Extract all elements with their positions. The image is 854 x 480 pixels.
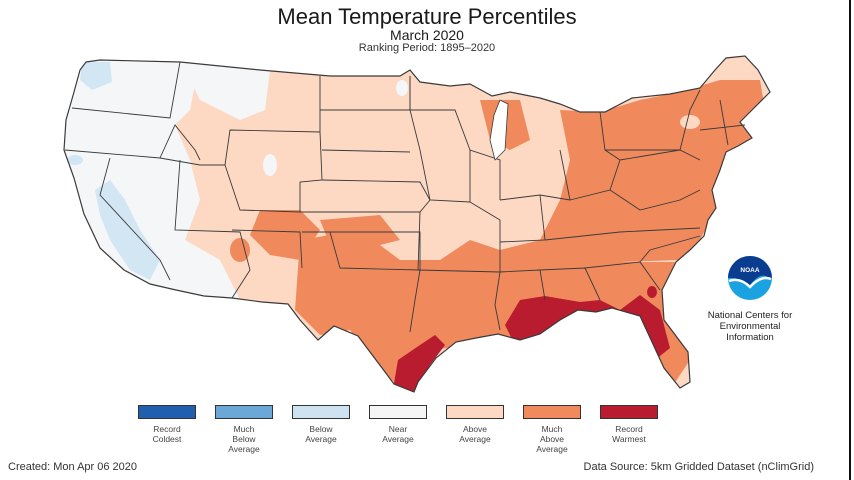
- legend-swatch: [292, 405, 350, 419]
- region-much-above-kansas: [320, 215, 400, 250]
- legend-label: Much Below Average: [228, 424, 260, 454]
- region-near-average-dakota: [396, 80, 408, 96]
- region-much-above-colorado: [250, 210, 320, 260]
- legend-item-below: Below Average: [289, 405, 353, 444]
- region-near-average-montana: [180, 62, 270, 120]
- region-below-average-spot: [67, 155, 83, 165]
- region-record-warm-texas: [392, 335, 445, 392]
- region-much-above-east: [540, 80, 770, 270]
- legend-swatch: [215, 405, 273, 419]
- region-below-average-washington: [80, 62, 112, 90]
- region-above-newyork: [680, 115, 700, 129]
- legend-label: Near Average: [382, 424, 414, 444]
- ncei-name: National Centers for Environmental Infor…: [707, 310, 793, 343]
- region-much-above-arizona: [230, 238, 250, 262]
- state-borders: [64, 61, 746, 333]
- legend-item-record-coldest: Record Coldest: [135, 405, 199, 444]
- region-much-above-south: [295, 230, 690, 392]
- legend-label: Record Coldest: [152, 424, 182, 444]
- noaa-logo-icon: NOAA: [728, 256, 772, 300]
- ncei-logo-block: NOAA National Centers for Environmental …: [690, 255, 810, 343]
- legend-label: Above Average: [459, 424, 491, 444]
- us-temperature-map: [63, 55, 771, 393]
- legend-label: Below Average: [305, 424, 337, 444]
- ranking-period: Ranking Period: 1895–2020: [358, 42, 496, 54]
- legend-item-much-above: Much Above Average: [520, 405, 584, 454]
- legend-label: Much Above Average: [536, 424, 568, 454]
- map-subtitle: March 2020: [390, 27, 464, 43]
- legend-swatch: [369, 405, 427, 419]
- image-edge-line: [849, 0, 851, 480]
- legend-item-record-warmest: Record Warmest: [597, 405, 661, 444]
- lake-michigan: [489, 99, 509, 161]
- legend-item-much-below: Much Below Average: [212, 405, 276, 454]
- legend-label: Record Warmest: [612, 424, 646, 444]
- region-below-average-california: [95, 180, 160, 280]
- created-date: Created: Mon Apr 06 2020: [8, 461, 138, 473]
- legend-swatch: [138, 405, 196, 419]
- legend-swatch: [446, 405, 504, 419]
- legend-swatch: [523, 405, 581, 419]
- legend-item-near: Near Average: [366, 405, 430, 444]
- noaa-wordmark: NOAA: [740, 267, 759, 274]
- temperature-regions: [64, 56, 770, 392]
- region-record-warm-georgia: [647, 286, 657, 298]
- data-source: Data Source: 5km Gridded Dataset (nClimG…: [583, 461, 814, 473]
- region-record-warm-gulf: [505, 295, 670, 360]
- legend-item-above: Above Average: [443, 405, 507, 444]
- map-title: Mean Temperature Percentiles: [277, 4, 577, 29]
- region-near-average-west: [64, 56, 240, 300]
- legend: Record Coldest Much Below Average Below …: [135, 405, 675, 465]
- region-near-average-wyoming: [263, 154, 277, 176]
- legend-swatch: [600, 405, 658, 419]
